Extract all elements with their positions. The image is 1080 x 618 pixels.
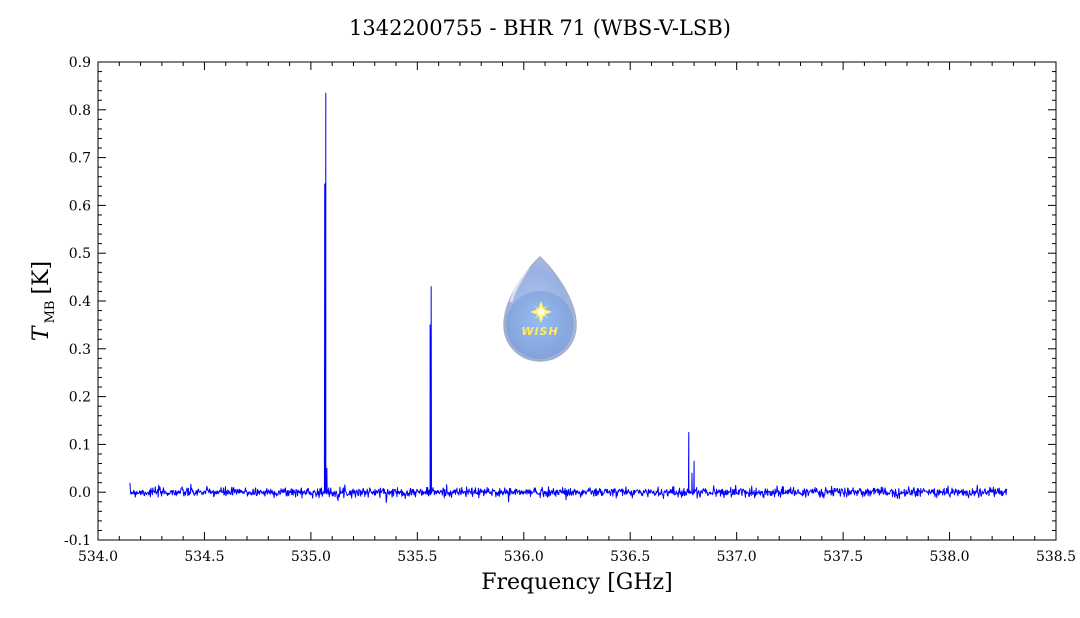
y-tick-label: 0.0 [69,485,91,501]
x-tick-label: 537.5 [823,549,863,565]
y-tick-label: 0.5 [69,246,91,262]
x-tick-label: 534.0 [78,549,118,565]
y-tick-labels: -0.1 0.0 0.1 0.2 0.3 0.4 0.5 0.6 0.7 0.8 0.9 [64,55,91,549]
axis-ticks [97,61,1057,541]
plot-frame [97,61,1057,541]
y-tick-label: 0.1 [69,437,91,453]
y-axis-label: TMB [K] [29,261,58,341]
y-tick-label: -0.1 [64,533,91,549]
y-tick-label: 0.7 [69,151,91,167]
y-axis-symbol: T [29,324,54,341]
x-axis-label: Frequency [GHz] [481,570,673,595]
x-tick-label: 538.0 [930,549,970,565]
y-tick-label: 0.8 [69,103,91,119]
y-tick-label: 0.6 [69,198,91,214]
star-icon [530,301,552,323]
x-tick-labels: 534.0 534.5 535.0 535.5 536.0 536.5 537.0 537.5… [78,549,1076,565]
y-tick-label: 0.2 [69,390,91,406]
wish-logo: WISH [503,255,577,362]
y-axis-unit: [K] [29,261,54,295]
x-tick-label: 535.5 [397,549,437,565]
spectrum-line [129,92,1008,503]
x-tick-label: 536.5 [610,549,650,565]
y-axis-subscript: MB [43,301,58,324]
y-tick-label: 0.4 [69,294,91,310]
x-tick-label: 534.5 [184,549,224,565]
y-tick-label: 0.3 [69,342,91,358]
y-tick-label: 0.9 [69,55,91,71]
chart-title: 1342200755 - BHR 71 (WBS-V-LSB) [349,16,731,40]
x-tick-label: 537.0 [717,549,757,565]
x-tick-label: 538.5 [1036,549,1076,565]
x-tick-label: 535.0 [291,549,331,565]
x-tick-label: 536.0 [504,549,544,565]
logo-text: WISH [521,325,558,338]
